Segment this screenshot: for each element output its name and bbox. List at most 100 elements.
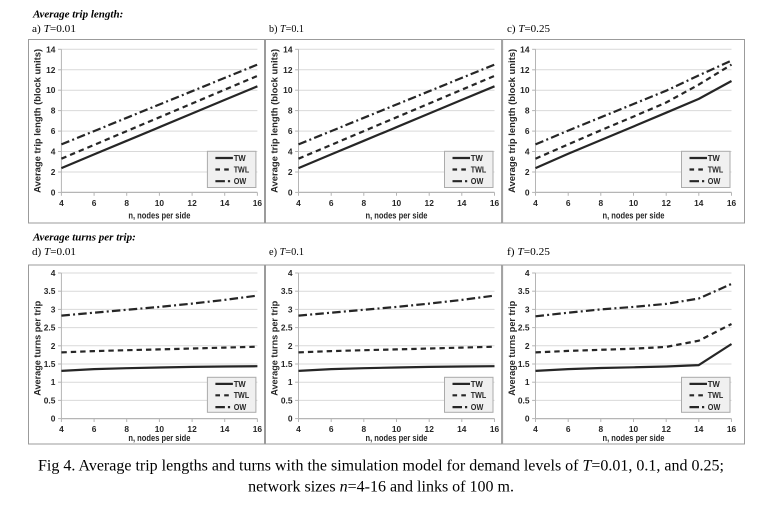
svg-text:10: 10 bbox=[283, 85, 293, 95]
svg-text:0: 0 bbox=[51, 187, 56, 197]
svg-text:4: 4 bbox=[533, 198, 538, 208]
svg-text:TWL: TWL bbox=[471, 165, 487, 174]
svg-text:0: 0 bbox=[51, 414, 56, 424]
svg-text:14: 14 bbox=[520, 44, 530, 54]
svg-text:10: 10 bbox=[520, 85, 530, 95]
svg-text:n, nodes per side: n, nodes per side bbox=[366, 433, 428, 444]
svg-text:10: 10 bbox=[155, 424, 165, 434]
svg-text:12: 12 bbox=[187, 198, 197, 208]
svg-text:6: 6 bbox=[566, 198, 571, 208]
svg-text:4: 4 bbox=[525, 147, 530, 157]
svg-text:4: 4 bbox=[533, 424, 538, 434]
svg-text:10: 10 bbox=[46, 85, 56, 95]
svg-text:TWL: TWL bbox=[708, 165, 724, 174]
svg-text:16: 16 bbox=[727, 424, 737, 434]
svg-text:12: 12 bbox=[187, 424, 197, 434]
svg-text:4: 4 bbox=[51, 268, 56, 278]
svg-text:10: 10 bbox=[392, 198, 402, 208]
svg-text:0.5: 0.5 bbox=[281, 395, 293, 405]
svg-text:4: 4 bbox=[59, 198, 64, 208]
svg-text:1.5: 1.5 bbox=[281, 359, 293, 369]
svg-text:12: 12 bbox=[46, 65, 56, 75]
svg-text:c) T=0.25: c) T=0.25 bbox=[507, 23, 550, 35]
svg-text:8: 8 bbox=[598, 424, 603, 434]
svg-text:TW: TW bbox=[471, 380, 483, 389]
svg-text:10: 10 bbox=[629, 424, 639, 434]
svg-text:OW: OW bbox=[708, 403, 721, 412]
svg-text:TWL: TWL bbox=[234, 391, 250, 400]
svg-text:network sizes n=4-16 and links: network sizes n=4-16 and links of 100 m. bbox=[248, 479, 514, 496]
svg-text:Average turns per trip: Average turns per trip bbox=[507, 301, 518, 396]
svg-text:14: 14 bbox=[694, 424, 704, 434]
svg-text:6: 6 bbox=[525, 126, 530, 136]
svg-text:Average trip length (block uni: Average trip length (block units) bbox=[270, 49, 281, 193]
svg-text:3.5: 3.5 bbox=[44, 286, 56, 296]
svg-text:n, nodes per side: n, nodes per side bbox=[603, 433, 665, 444]
svg-text:d) T=0.01: d) T=0.01 bbox=[32, 246, 76, 258]
svg-text:14: 14 bbox=[220, 424, 230, 434]
svg-text:16: 16 bbox=[253, 424, 263, 434]
svg-text:OW: OW bbox=[234, 177, 247, 186]
svg-text:14: 14 bbox=[220, 198, 230, 208]
svg-text:14: 14 bbox=[457, 424, 467, 434]
svg-text:OW: OW bbox=[471, 177, 484, 186]
svg-text:n, nodes per side: n, nodes per side bbox=[603, 211, 665, 222]
svg-text:8: 8 bbox=[525, 106, 530, 116]
svg-text:6: 6 bbox=[288, 126, 293, 136]
svg-text:Average turns per trip:: Average turns per trip: bbox=[32, 232, 136, 244]
svg-text:8: 8 bbox=[361, 424, 366, 434]
svg-text:6: 6 bbox=[92, 424, 97, 434]
svg-text:n, nodes per side: n, nodes per side bbox=[366, 211, 428, 222]
svg-text:8: 8 bbox=[124, 198, 129, 208]
svg-text:6: 6 bbox=[329, 424, 334, 434]
svg-text:6: 6 bbox=[92, 198, 97, 208]
svg-text:3: 3 bbox=[51, 304, 56, 314]
svg-text:4: 4 bbox=[525, 268, 530, 278]
svg-text:8: 8 bbox=[598, 198, 603, 208]
svg-text:2.5: 2.5 bbox=[518, 323, 530, 333]
svg-text:0.5: 0.5 bbox=[518, 395, 530, 405]
svg-text:1: 1 bbox=[525, 377, 530, 387]
svg-text:12: 12 bbox=[662, 424, 672, 434]
svg-text:Average turns per trip: Average turns per trip bbox=[270, 301, 281, 396]
svg-text:2.5: 2.5 bbox=[281, 323, 293, 333]
svg-text:4: 4 bbox=[51, 147, 56, 157]
svg-text:a) T=0.01: a) T=0.01 bbox=[32, 23, 76, 35]
svg-text:Fig 4. Average trip lengths an: Fig 4. Average trip lengths and turns wi… bbox=[38, 458, 724, 475]
svg-text:3.5: 3.5 bbox=[518, 286, 530, 296]
svg-text:4: 4 bbox=[59, 424, 64, 434]
svg-text:4: 4 bbox=[296, 198, 301, 208]
svg-text:2: 2 bbox=[51, 167, 56, 177]
svg-text:f) T=0.25: f) T=0.25 bbox=[507, 246, 551, 258]
svg-text:16: 16 bbox=[253, 198, 263, 208]
svg-text:8: 8 bbox=[124, 424, 129, 434]
svg-text:14: 14 bbox=[283, 44, 293, 54]
svg-text:Average trip length (block uni: Average trip length (block units) bbox=[507, 49, 518, 193]
svg-text:12: 12 bbox=[520, 65, 530, 75]
svg-text:OW: OW bbox=[471, 403, 484, 412]
svg-text:3.5: 3.5 bbox=[281, 286, 293, 296]
svg-text:1.5: 1.5 bbox=[518, 359, 530, 369]
svg-text:Average turns per trip: Average turns per trip bbox=[33, 301, 44, 396]
svg-text:1: 1 bbox=[51, 377, 56, 387]
svg-text:10: 10 bbox=[629, 198, 639, 208]
svg-text:0: 0 bbox=[525, 414, 530, 424]
svg-text:1.5: 1.5 bbox=[44, 359, 56, 369]
svg-text:b) T=0.1: b) T=0.1 bbox=[269, 23, 304, 35]
svg-text:e) T=0.1: e) T=0.1 bbox=[269, 246, 304, 258]
svg-text:TWL: TWL bbox=[234, 165, 250, 174]
svg-text:2: 2 bbox=[51, 341, 56, 351]
svg-text:6: 6 bbox=[329, 198, 334, 208]
svg-text:16: 16 bbox=[490, 198, 500, 208]
svg-text:3: 3 bbox=[288, 304, 293, 314]
svg-text:TW: TW bbox=[708, 154, 720, 163]
svg-text:1: 1 bbox=[288, 377, 293, 387]
svg-text:14: 14 bbox=[46, 44, 56, 54]
svg-text:0: 0 bbox=[288, 187, 293, 197]
svg-text:4: 4 bbox=[288, 268, 293, 278]
svg-text:OW: OW bbox=[708, 177, 721, 186]
svg-text:2: 2 bbox=[525, 167, 530, 177]
svg-text:TW: TW bbox=[708, 380, 720, 389]
svg-text:0: 0 bbox=[525, 187, 530, 197]
svg-text:TWL: TWL bbox=[708, 391, 724, 400]
